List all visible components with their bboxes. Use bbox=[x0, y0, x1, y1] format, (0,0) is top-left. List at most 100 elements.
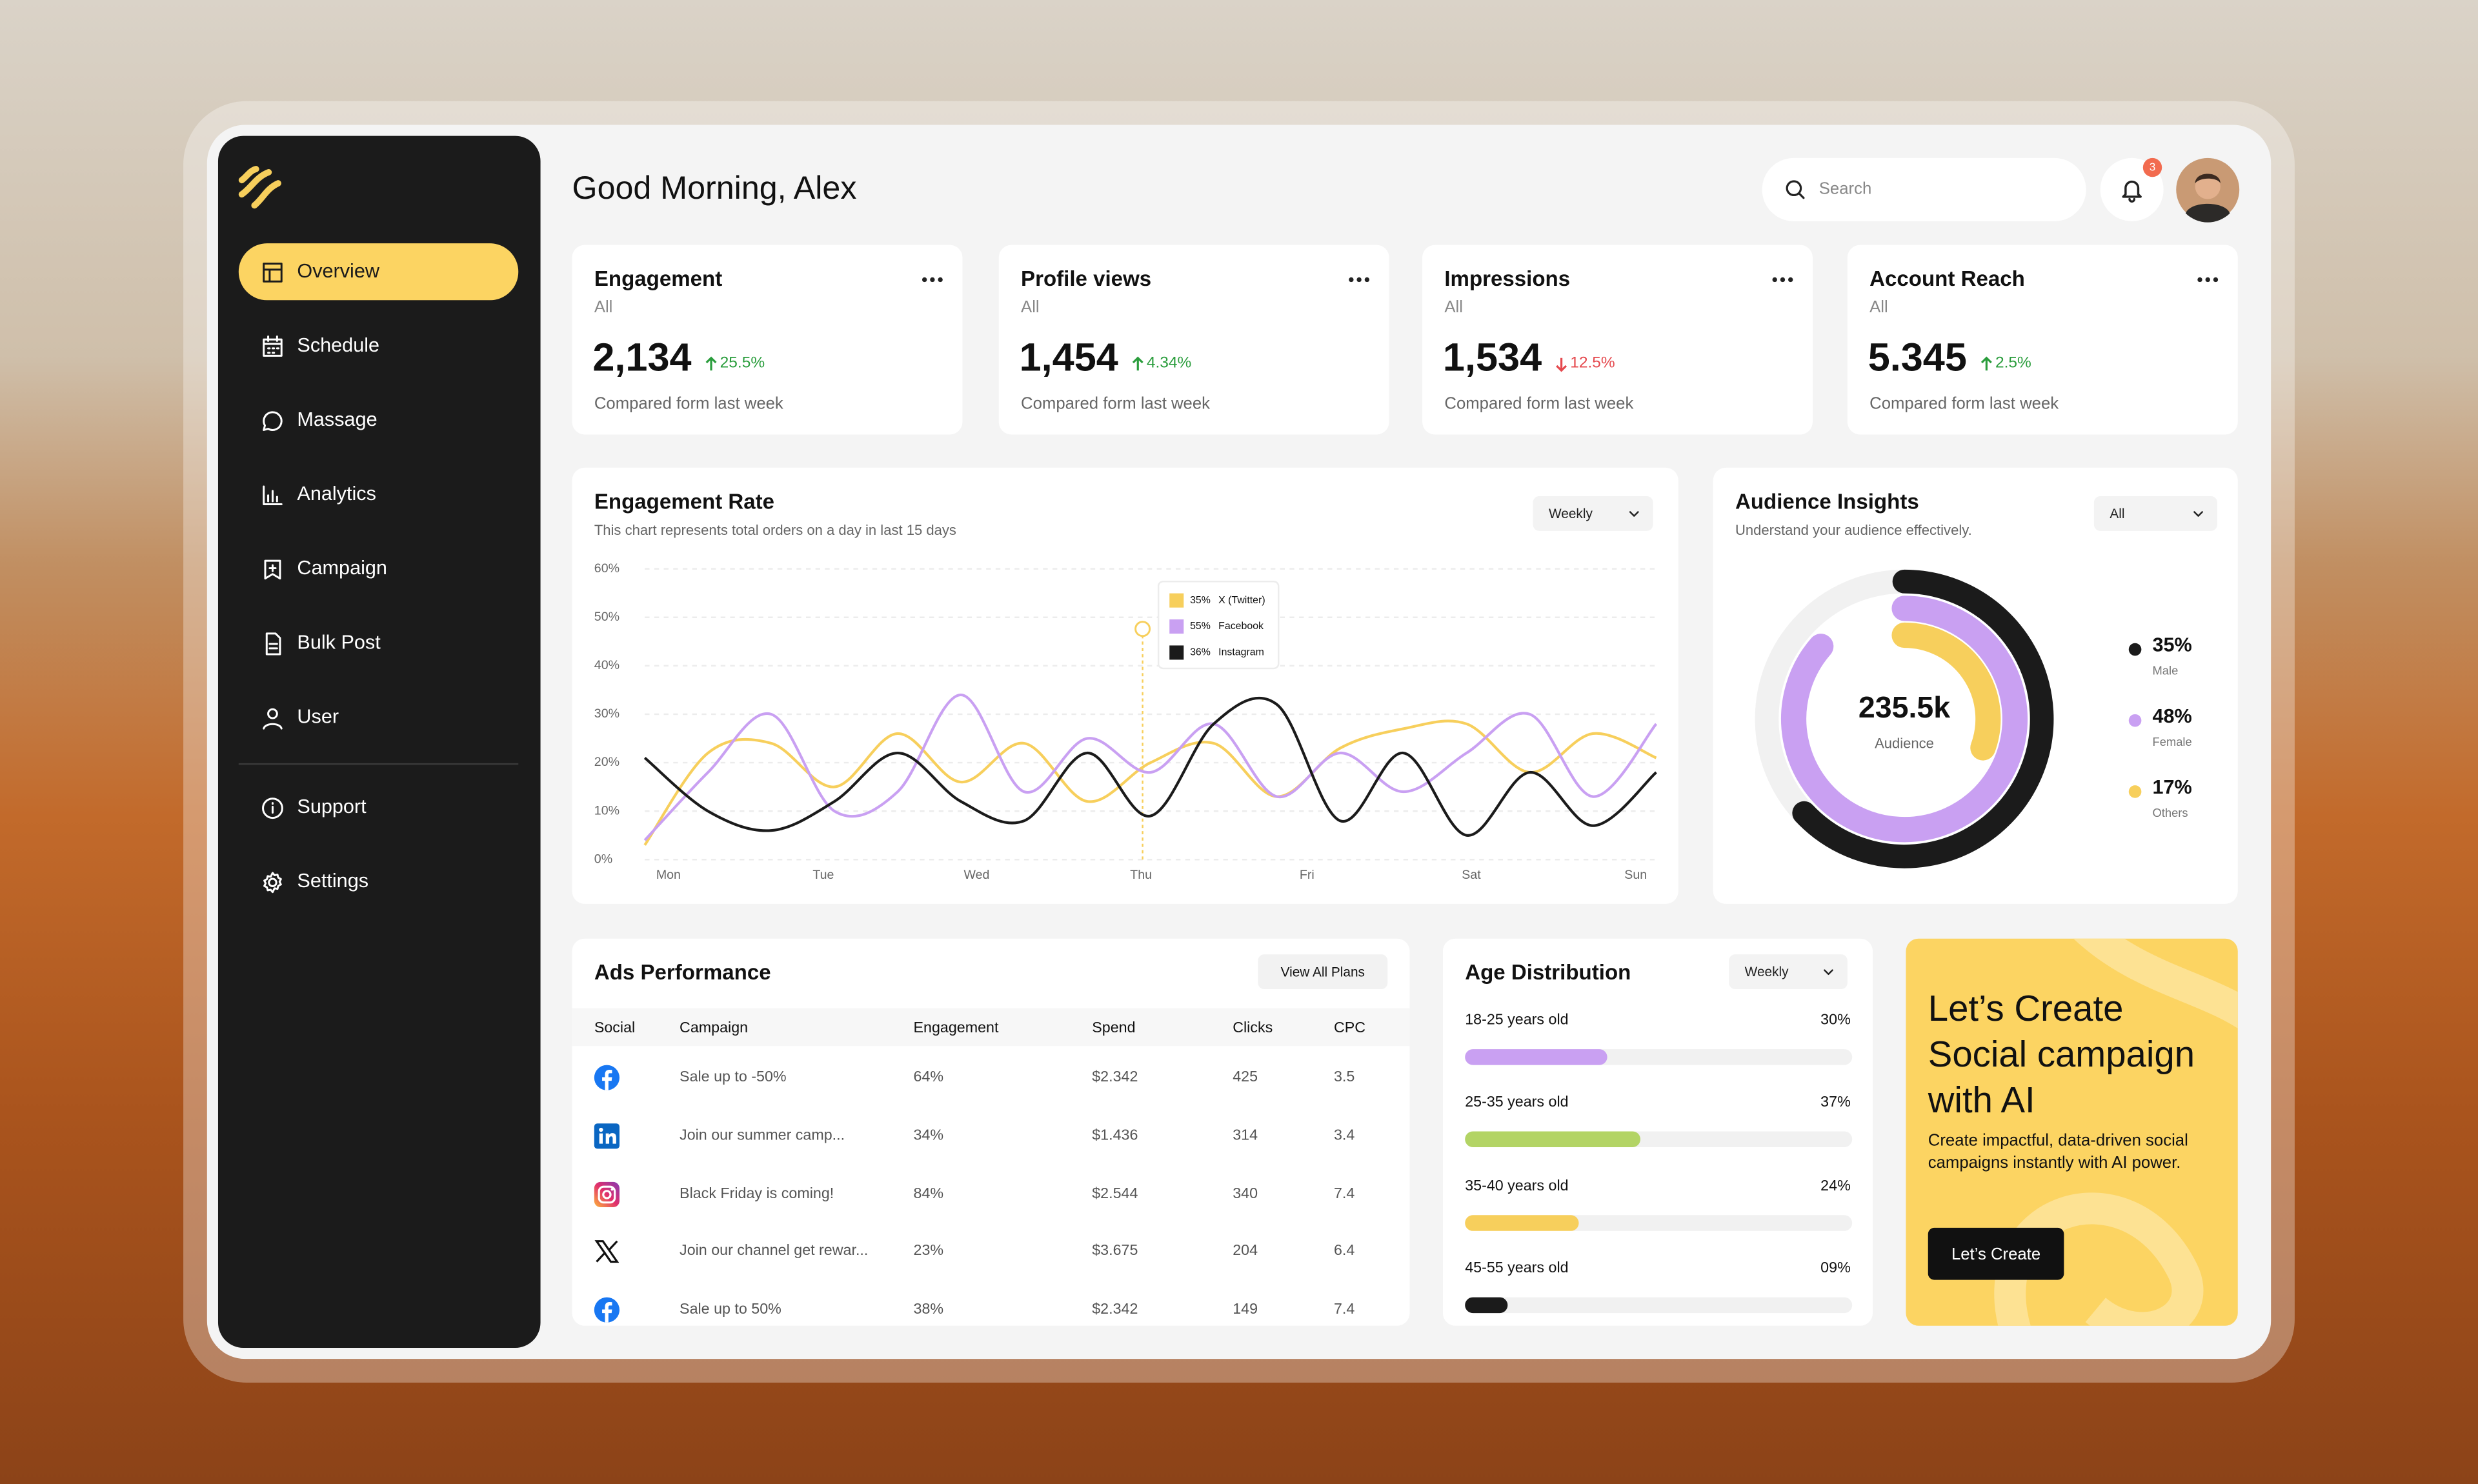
social-icon-shape bbox=[602, 1189, 612, 1199]
avatar bbox=[2176, 157, 2240, 223]
nav-item[interactable]: Analytics bbox=[297, 483, 376, 505]
donut-total-label: Audience bbox=[1875, 735, 1934, 751]
trend-arrow-shape bbox=[1131, 356, 1143, 370]
view-all-button[interactable]: View All Plans bbox=[1258, 954, 1388, 990]
table-cell: Join our channel get rewar... bbox=[680, 1243, 869, 1261]
social-icon bbox=[594, 1241, 620, 1264]
table-cell: Sale up to -50% bbox=[680, 1068, 787, 1087]
table-cell: 314 bbox=[1233, 1127, 1258, 1145]
bar-label: 25-35 years old bbox=[1465, 1094, 1569, 1112]
trend-arrow bbox=[1131, 356, 1143, 370]
nav-icon-shape bbox=[262, 797, 283, 818]
nav-item[interactable]: Campaign bbox=[297, 557, 387, 579]
stat-filter: All bbox=[594, 298, 613, 317]
dropdown[interactable]: Weekly bbox=[1533, 496, 1653, 531]
stat-title: Impressions bbox=[1444, 266, 1571, 291]
column-header: Social bbox=[594, 1019, 636, 1038]
table-cell: 149 bbox=[1233, 1301, 1258, 1319]
nav-item[interactable]: Overview bbox=[297, 259, 379, 283]
nav-icon-shape bbox=[263, 261, 283, 282]
x-tick-label: Mon bbox=[656, 868, 681, 882]
more-dot bbox=[1356, 277, 1362, 283]
stat-row: 1,454 4.34% bbox=[1020, 336, 1192, 381]
y-tick-label: 0% bbox=[594, 852, 612, 866]
social-icon-shape bbox=[594, 1241, 620, 1264]
legend-swatch bbox=[1169, 619, 1184, 634]
chevron-icon bbox=[1824, 969, 1833, 976]
swirl bbox=[2073, 938, 2238, 1028]
promo-title: Let’s Create Social campaign with AI bbox=[1928, 987, 2195, 1121]
more-dot bbox=[2197, 277, 2202, 283]
more-icon bbox=[1772, 277, 1793, 283]
stat-filter: All bbox=[1444, 298, 1463, 317]
social-icon-shape bbox=[599, 1133, 603, 1144]
social-icon-shape bbox=[602, 1069, 612, 1090]
social-icon bbox=[594, 1065, 620, 1090]
nav-divider bbox=[238, 763, 519, 765]
stat-change: 2.5% bbox=[1980, 355, 2031, 372]
legend-swatch bbox=[1169, 645, 1184, 660]
table-cell: $2.342 bbox=[1092, 1301, 1138, 1319]
nav-item[interactable]: Schedule bbox=[297, 334, 380, 357]
stat-card: Account Reach All 5.345 2.5% Compared form l… bbox=[1847, 245, 2238, 435]
table-cell: 34% bbox=[913, 1127, 944, 1145]
legend-label: Instagram bbox=[1218, 647, 1264, 658]
stat-filter: All bbox=[1869, 298, 1888, 317]
line-chart: 0% 10% 20% 30% 40% 50% 60% Mon Tue Wed Thu Fri Sat Su… bbox=[594, 561, 1658, 882]
more-dot bbox=[1780, 277, 1786, 283]
stat-change: 12.5% bbox=[1555, 355, 1615, 372]
table-cell: Black Friday is coming! bbox=[680, 1185, 834, 1203]
nav-item[interactable]: User bbox=[297, 705, 339, 728]
nav-icon bbox=[263, 334, 283, 356]
nav-item[interactable]: Massage bbox=[297, 408, 378, 431]
nav-item[interactable]: Support bbox=[297, 796, 367, 818]
table-cell: $1.436 bbox=[1092, 1127, 1138, 1145]
stat-change-value: 4.34% bbox=[1146, 354, 1192, 372]
nav-icon-shape bbox=[263, 410, 283, 430]
table-cell: $3.675 bbox=[1092, 1243, 1138, 1261]
nav-icon-shape bbox=[263, 334, 283, 356]
stat-title: Account Reach bbox=[1869, 266, 2025, 291]
legend-dot bbox=[2128, 785, 2142, 798]
chevron-icon-shape bbox=[2193, 511, 2203, 517]
stat-title: Profile views bbox=[1021, 266, 1152, 291]
y-tick-label: 10% bbox=[594, 803, 620, 817]
stat-value: 5.345 bbox=[1868, 336, 1967, 380]
nav-item[interactable]: Bulk Post bbox=[297, 631, 381, 654]
bar-label: 35-40 years old bbox=[1465, 1177, 1569, 1195]
search-box[interactable]: Search bbox=[1762, 157, 2086, 221]
promo-button[interactable]: Let’s Create bbox=[1928, 1227, 2064, 1280]
table-cell: 38% bbox=[913, 1301, 944, 1319]
legend-label: X (Twitter) bbox=[1218, 595, 1265, 606]
audience-card: Audience Insights Understand your audienc… bbox=[1713, 467, 2238, 904]
nav-icon bbox=[263, 485, 283, 505]
bell-icon-shape bbox=[2122, 180, 2142, 203]
dropdown[interactable]: Weekly bbox=[1729, 954, 1848, 990]
trend-arrow bbox=[1980, 356, 1991, 370]
nav-icon bbox=[265, 632, 281, 655]
nav-icon bbox=[263, 707, 283, 729]
column-header: Campaign bbox=[680, 1019, 749, 1038]
nav-active-pill bbox=[238, 243, 519, 301]
bell-icon bbox=[2122, 180, 2142, 203]
more-dot bbox=[1772, 277, 1777, 283]
column-header: Engagement bbox=[913, 1019, 999, 1038]
more-dot bbox=[930, 277, 935, 283]
bar-value-label: 37% bbox=[1820, 1094, 1851, 1112]
avatar-body bbox=[2185, 203, 2230, 223]
dropdown[interactable]: All bbox=[2093, 496, 2217, 531]
card-subtitle: This chart represents total orders on a … bbox=[594, 522, 956, 539]
table-cell: 7.4 bbox=[1333, 1301, 1355, 1319]
dropdown-label: All bbox=[2110, 505, 2125, 521]
stat-card: Engagement All 2,134 25.5% Compared form las… bbox=[572, 245, 963, 435]
search-placeholder: Search bbox=[1818, 179, 1872, 199]
stat-title: Engagement bbox=[594, 266, 723, 291]
card-title: Engagement Rate bbox=[594, 489, 775, 514]
dropdown-label: Weekly bbox=[1744, 963, 1789, 980]
stat-value: 2,134 bbox=[592, 336, 692, 380]
nav-item[interactable]: Settings bbox=[297, 870, 369, 892]
table-cell: Sale up to 50% bbox=[680, 1301, 781, 1319]
sidebar bbox=[217, 135, 541, 1348]
